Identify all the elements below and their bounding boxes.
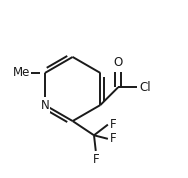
Text: F: F [110,132,117,145]
Text: Cl: Cl [139,81,151,94]
Text: Me: Me [13,66,30,80]
Text: F: F [110,118,117,131]
Text: N: N [41,98,49,112]
Text: O: O [114,56,123,69]
Text: F: F [92,153,99,166]
